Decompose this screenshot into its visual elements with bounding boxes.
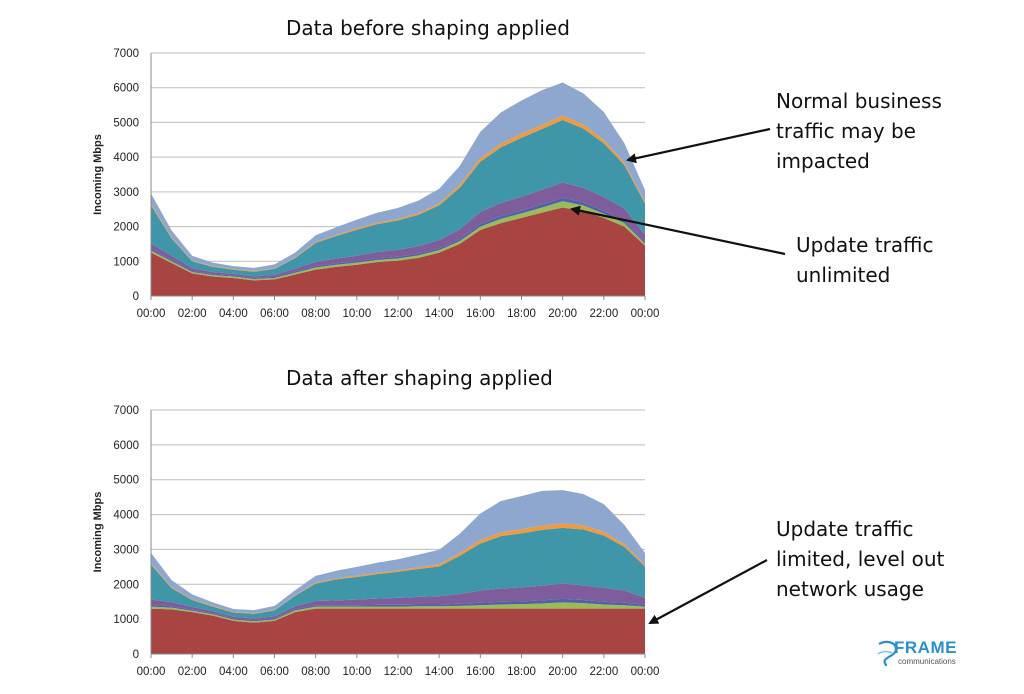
y-tick-label: 1000 xyxy=(113,256,139,268)
annotation-business-traffic: Normal business traffic may be impacted xyxy=(776,86,942,176)
y-tick-label: 4000 xyxy=(113,152,139,164)
y-tick-label: 2000 xyxy=(113,579,139,591)
annotation-line: unlimited xyxy=(796,263,891,287)
x-tick-label: 00:00 xyxy=(631,666,660,678)
y-tick-label: 0 xyxy=(133,649,139,661)
x-tick-label: 22:00 xyxy=(589,666,618,678)
x-tick-label: 04:00 xyxy=(219,666,248,678)
y-tick-label: 5000 xyxy=(113,475,139,487)
annotation-line: network usage xyxy=(776,577,924,601)
y-tick-label: 5000 xyxy=(113,117,139,129)
x-tick-label: 12:00 xyxy=(384,666,413,678)
x-tick-label: 00:00 xyxy=(631,308,660,320)
annotation-update-limited: Update traffic limited, level out networ… xyxy=(776,514,944,604)
x-tick-label: 02:00 xyxy=(178,666,207,678)
y-axis-label: Incoming Mbps xyxy=(92,134,104,215)
annotation-line: limited, level out xyxy=(776,547,945,571)
x-tick-label: 14:00 xyxy=(425,308,454,320)
x-tick-label: 06:00 xyxy=(260,666,289,678)
series-area-4 xyxy=(151,583,645,621)
y-tick-label: 1000 xyxy=(113,614,139,626)
x-tick-label: 10:00 xyxy=(342,666,371,678)
x-tick-label: 10:00 xyxy=(342,308,371,320)
x-tick-label: 14:00 xyxy=(425,666,454,678)
y-tick-label: 7000 xyxy=(113,48,139,60)
x-tick-label: 16:00 xyxy=(466,308,495,320)
series-area-7 xyxy=(151,490,645,614)
y-tick-label: 3000 xyxy=(113,544,139,556)
series-area-2 xyxy=(151,602,645,623)
frame-logo-icon xyxy=(877,640,898,666)
series-area-3 xyxy=(151,598,645,622)
logo-name: FRAME xyxy=(894,638,957,657)
x-tick-label: 22:00 xyxy=(589,308,618,320)
y-tick-label: 3000 xyxy=(113,187,139,199)
annotation-line: Update traffic xyxy=(796,233,934,257)
annotation-update-unlimited: Update traffic unlimited xyxy=(796,230,933,290)
x-tick-label: 02:00 xyxy=(178,308,207,320)
annotation-line: Update traffic xyxy=(776,517,914,541)
arrow-limited xyxy=(648,559,768,624)
y-tick-label: 6000 xyxy=(113,440,139,452)
y-tick-label: 7000 xyxy=(113,405,139,417)
y-tick-label: 6000 xyxy=(113,83,139,95)
series-area-5 xyxy=(151,527,645,619)
series-area-1 xyxy=(151,608,645,654)
annotation-line: Normal business xyxy=(776,89,942,113)
series-area-7 xyxy=(151,82,645,272)
x-tick-label: 16:00 xyxy=(466,666,495,678)
chart-title-before: Data before shaping applied xyxy=(286,16,570,40)
x-tick-label: 12:00 xyxy=(384,308,413,320)
y-axis-label: Incoming Mbps xyxy=(92,492,104,573)
x-tick-label: 20:00 xyxy=(548,308,577,320)
y-tick-label: 0 xyxy=(133,291,139,303)
series-area-4 xyxy=(151,182,645,278)
x-tick-label: 20:00 xyxy=(548,666,577,678)
x-tick-label: 04:00 xyxy=(219,308,248,320)
y-tick-label: 2000 xyxy=(113,222,139,234)
arrow-unlimited xyxy=(570,205,786,256)
series-area-5 xyxy=(151,119,645,277)
x-tick-label: 00:00 xyxy=(137,308,166,320)
y-tick-label: 4000 xyxy=(113,510,139,522)
x-tick-label: 18:00 xyxy=(507,666,536,678)
logo-subtitle: communications xyxy=(898,657,956,666)
x-tick-label: 08:00 xyxy=(301,308,330,320)
series-area-1 xyxy=(151,207,645,296)
series-area-6 xyxy=(151,523,645,614)
chart-title-after: Data after shaping applied xyxy=(286,366,553,390)
x-tick-label: 06:00 xyxy=(260,308,289,320)
annotation-line: impacted xyxy=(776,149,870,173)
x-tick-label: 00:00 xyxy=(137,666,166,678)
frame-logo: FRAME communications xyxy=(876,638,976,668)
arrow-business xyxy=(626,127,771,164)
annotation-line: traffic may be xyxy=(776,119,916,143)
x-tick-label: 08:00 xyxy=(301,666,330,678)
x-tick-label: 18:00 xyxy=(507,308,536,320)
